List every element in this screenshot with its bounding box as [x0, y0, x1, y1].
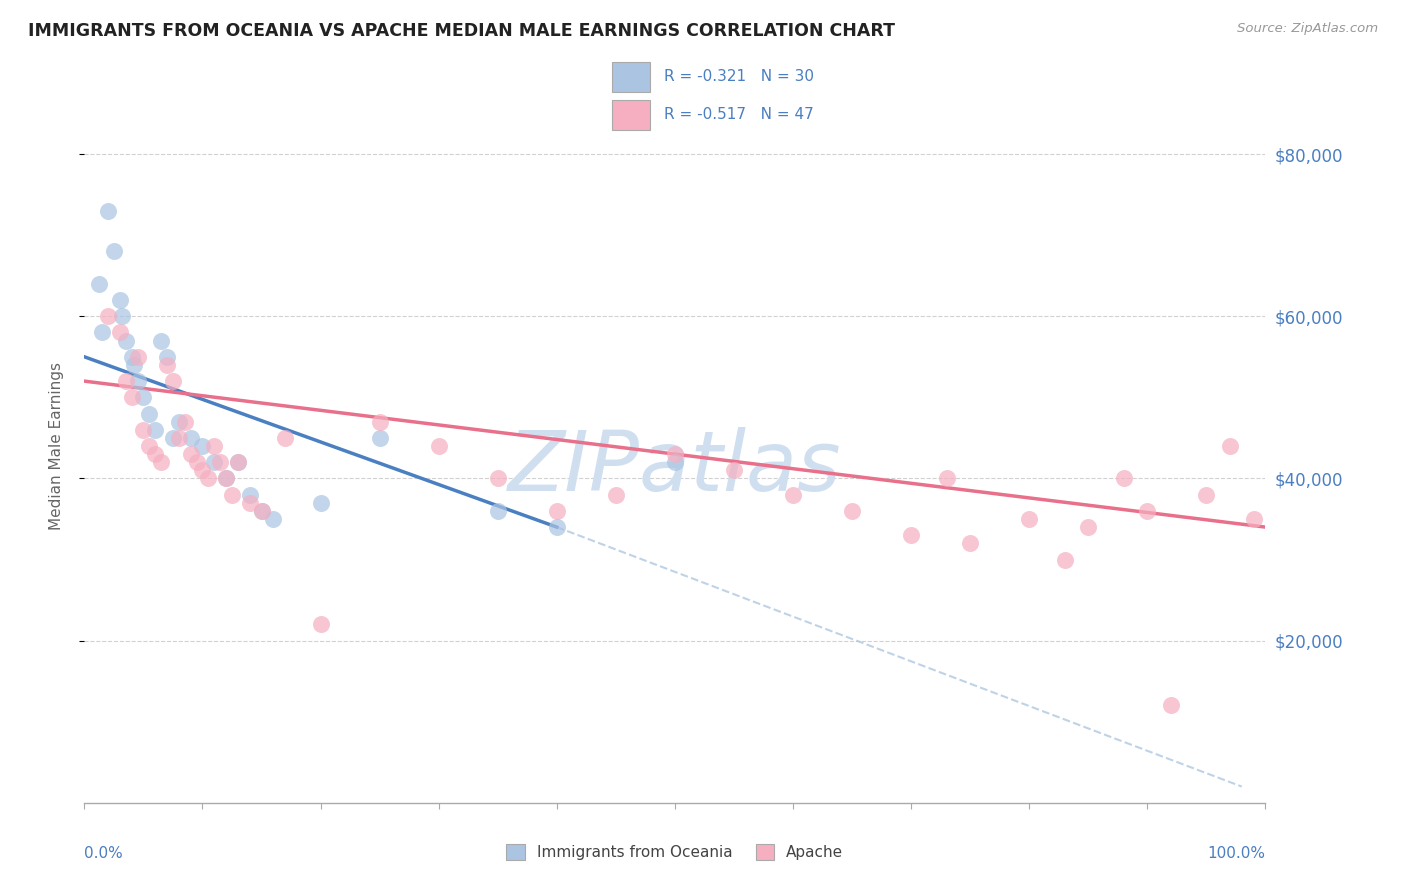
- Point: [162, 431, 184, 445]
- Point: [368, 415, 391, 429]
- Point: [1136, 504, 1159, 518]
- Point: [202, 455, 225, 469]
- Point: [1195, 488, 1218, 502]
- Point: [143, 447, 166, 461]
- Point: [935, 471, 957, 485]
- Point: [274, 431, 297, 445]
- Point: [103, 244, 125, 259]
- Text: IMMIGRANTS FROM OCEANIA VS APACHE MEDIAN MALE EARNINGS CORRELATION CHART: IMMIGRANTS FROM OCEANIA VS APACHE MEDIAN…: [28, 22, 896, 40]
- Point: [664, 447, 686, 461]
- Point: [173, 415, 195, 429]
- Point: [111, 310, 134, 324]
- Point: [215, 471, 238, 485]
- Point: [150, 334, 173, 348]
- Point: [191, 463, 214, 477]
- Point: [91, 326, 114, 340]
- Point: [546, 504, 568, 518]
- Point: [162, 374, 184, 388]
- Point: [250, 504, 273, 518]
- Legend: Immigrants from Oceania, Apache: Immigrants from Oceania, Apache: [501, 838, 849, 866]
- Point: [132, 390, 155, 404]
- Y-axis label: Median Male Earnings: Median Male Earnings: [49, 362, 63, 530]
- Point: [186, 455, 208, 469]
- Point: [239, 496, 262, 510]
- Point: [180, 447, 202, 461]
- Point: [197, 471, 219, 485]
- Point: [262, 512, 284, 526]
- Point: [546, 520, 568, 534]
- Point: [782, 488, 804, 502]
- Point: [309, 496, 332, 510]
- Point: [138, 439, 160, 453]
- Point: [127, 374, 149, 388]
- Point: [226, 455, 249, 469]
- Point: [841, 504, 863, 518]
- Point: [486, 504, 509, 518]
- Point: [132, 423, 155, 437]
- Bar: [612, 100, 650, 130]
- Point: [97, 310, 120, 324]
- Point: [1243, 512, 1265, 526]
- Point: [723, 463, 745, 477]
- Point: [180, 431, 202, 445]
- Point: [368, 431, 391, 445]
- Point: [138, 407, 160, 421]
- Point: [605, 488, 627, 502]
- Point: [127, 350, 149, 364]
- Text: R = -0.517   N = 47: R = -0.517 N = 47: [665, 107, 814, 122]
- Point: [486, 471, 509, 485]
- Point: [226, 455, 249, 469]
- Point: [143, 423, 166, 437]
- Point: [150, 455, 173, 469]
- Point: [114, 374, 136, 388]
- Text: 0.0%: 0.0%: [84, 846, 124, 861]
- Point: [1219, 439, 1241, 453]
- Point: [122, 358, 145, 372]
- Point: [191, 439, 214, 453]
- Point: [108, 293, 131, 307]
- Point: [309, 617, 332, 632]
- Point: [114, 334, 136, 348]
- Point: [1077, 520, 1099, 534]
- Point: [156, 350, 179, 364]
- Text: ZIPatlas: ZIPatlas: [508, 427, 842, 508]
- Point: [239, 488, 262, 502]
- Point: [221, 488, 243, 502]
- Point: [87, 277, 110, 291]
- Point: [108, 326, 131, 340]
- Point: [156, 358, 179, 372]
- Point: [202, 439, 225, 453]
- Point: [427, 439, 450, 453]
- Point: [167, 415, 190, 429]
- Text: 100.0%: 100.0%: [1208, 846, 1265, 861]
- Bar: [612, 62, 650, 92]
- Point: [209, 455, 232, 469]
- Text: R = -0.321   N = 30: R = -0.321 N = 30: [665, 70, 814, 85]
- Point: [1018, 512, 1040, 526]
- Point: [1112, 471, 1135, 485]
- Point: [121, 390, 143, 404]
- Point: [900, 528, 922, 542]
- Point: [97, 203, 120, 218]
- Point: [1160, 698, 1182, 713]
- Text: Source: ZipAtlas.com: Source: ZipAtlas.com: [1237, 22, 1378, 36]
- Point: [121, 350, 143, 364]
- Point: [215, 471, 238, 485]
- Point: [1053, 552, 1076, 566]
- Point: [167, 431, 190, 445]
- Point: [959, 536, 981, 550]
- Point: [664, 455, 686, 469]
- Point: [250, 504, 273, 518]
